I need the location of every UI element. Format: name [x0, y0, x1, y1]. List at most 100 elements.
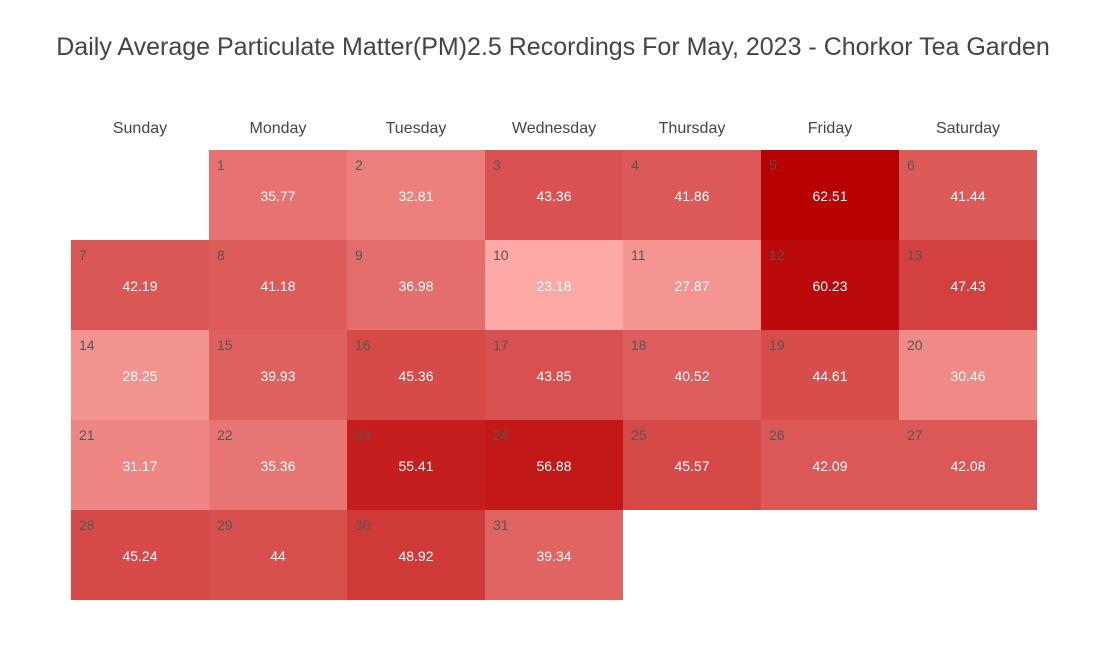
day-value-label: 28.25	[122, 368, 158, 384]
day-cell: 14 28.25	[71, 330, 209, 420]
day-value-label: 32.81	[398, 188, 434, 204]
day-value-label: 39.93	[260, 368, 296, 384]
day-value-label: 56.88	[536, 458, 572, 474]
day-number: 24	[493, 427, 509, 443]
day-cell: 20 30.46	[899, 330, 1037, 420]
day-number: 2	[355, 157, 363, 173]
day-number: 7	[79, 247, 87, 263]
day-cell: 27 42.08	[899, 420, 1037, 510]
day-value-label: 41.18	[260, 278, 296, 294]
day-number: 16	[355, 337, 371, 353]
day-value-label: 35.77	[260, 188, 296, 204]
day-value-label: 55.41	[398, 458, 434, 474]
day-number: 26	[769, 427, 785, 443]
day-value-label: 40.52	[674, 368, 710, 384]
day-cell: 30 48.92	[347, 510, 485, 600]
day-cell: 25 45.57	[623, 420, 761, 510]
weekday-label: Wednesday	[511, 120, 597, 137]
day-value-label: 45.36	[398, 368, 434, 384]
day-cell: 18 40.52	[623, 330, 761, 420]
day-number: 3	[493, 157, 501, 173]
day-value-label: 60.23	[812, 278, 848, 294]
day-cell: 9 36.98	[347, 240, 485, 330]
day-number: 8	[217, 247, 225, 263]
day-number: 11	[631, 247, 646, 263]
day-cell: 2 32.81	[347, 150, 485, 240]
day-cell: 10 23.18	[485, 240, 623, 330]
day-value-label: 31.17	[122, 458, 158, 474]
day-number: 17	[493, 337, 509, 353]
day-cell: 13 47.43	[899, 240, 1037, 330]
day-value-label: 35.36	[260, 458, 296, 474]
day-value-label: 43.36	[536, 188, 572, 204]
weekday-label: Sunday	[112, 120, 168, 137]
day-cell: 24 56.88	[485, 420, 623, 510]
day-cell: 5 62.51	[761, 150, 899, 240]
day-number: 4	[631, 157, 639, 173]
day-number: 13	[907, 247, 923, 263]
day-value-label: 48.92	[398, 548, 434, 564]
day-value-label: 45.24	[122, 548, 158, 564]
day-value-label: 39.34	[536, 548, 572, 564]
day-number: 27	[907, 427, 923, 443]
weekday-label: Tuesday	[385, 120, 447, 137]
weekday-label: Saturday	[935, 120, 1001, 137]
day-number: 19	[769, 337, 785, 353]
day-value-label: 47.43	[950, 278, 986, 294]
day-value-label: 42.08	[950, 458, 986, 474]
day-value-label: 42.19	[122, 278, 158, 294]
day-cell: 17 43.85	[485, 330, 623, 420]
day-cell: 16 45.36	[347, 330, 485, 420]
day-cell: 29 44	[209, 510, 347, 600]
day-cell: 6 41.44	[899, 150, 1037, 240]
day-value-label: 45.57	[674, 458, 710, 474]
day-number: 1	[217, 157, 225, 173]
weekday-label: Thursday	[658, 120, 726, 137]
day-cell: 23 55.41	[347, 420, 485, 510]
day-cell: 28 45.24	[71, 510, 209, 600]
day-number: 30	[355, 517, 371, 533]
day-cell: 3 43.36	[485, 150, 623, 240]
day-value-label: 44	[270, 548, 286, 564]
day-cell: 15 39.93	[209, 330, 347, 420]
chart-title: Daily Average Particulate Matter(PM)2.5 …	[56, 33, 1050, 61]
day-cell: 26 42.09	[761, 420, 899, 510]
weekday-label: Monday	[249, 120, 307, 137]
day-number: 10	[493, 247, 509, 263]
day-cell: 21 31.17	[71, 420, 209, 510]
day-number: 15	[217, 337, 233, 353]
day-cell: 1 35.77	[209, 150, 347, 240]
day-number: 23	[355, 427, 371, 443]
day-value-label: 44.61	[812, 368, 848, 384]
day-cell: 19 44.61	[761, 330, 899, 420]
day-cell: 11 27.87	[623, 240, 761, 330]
day-value-label: 41.86	[674, 188, 710, 204]
day-number: 9	[355, 247, 363, 263]
day-value-label: 36.98	[398, 278, 434, 294]
day-number: 25	[631, 427, 647, 443]
day-value-label: 42.09	[812, 458, 848, 474]
day-value-label: 43.85	[536, 368, 572, 384]
day-value-label: 30.46	[950, 368, 986, 384]
day-number: 6	[907, 157, 915, 173]
day-number: 28	[79, 517, 95, 533]
day-number: 29	[217, 517, 233, 533]
day-cell: 8 41.18	[209, 240, 347, 330]
day-value-label: 62.51	[812, 188, 848, 204]
day-cell: 22 35.36	[209, 420, 347, 510]
day-number: 12	[769, 247, 785, 263]
day-cell: 4 41.86	[623, 150, 761, 240]
day-number: 31	[493, 517, 509, 533]
day-number: 14	[79, 337, 95, 353]
day-value-label: 27.87	[674, 278, 710, 294]
day-value-label: 41.44	[950, 188, 986, 204]
day-value-label: 23.18	[536, 278, 572, 294]
day-cell: 31 39.34	[485, 510, 623, 600]
day-number: 22	[217, 427, 233, 443]
day-number: 5	[769, 157, 777, 173]
day-number: 18	[631, 337, 647, 353]
day-cell: 7 42.19	[71, 240, 209, 330]
day-number: 20	[907, 337, 923, 353]
weekday-label: Friday	[807, 120, 853, 137]
day-number: 21	[79, 427, 95, 443]
